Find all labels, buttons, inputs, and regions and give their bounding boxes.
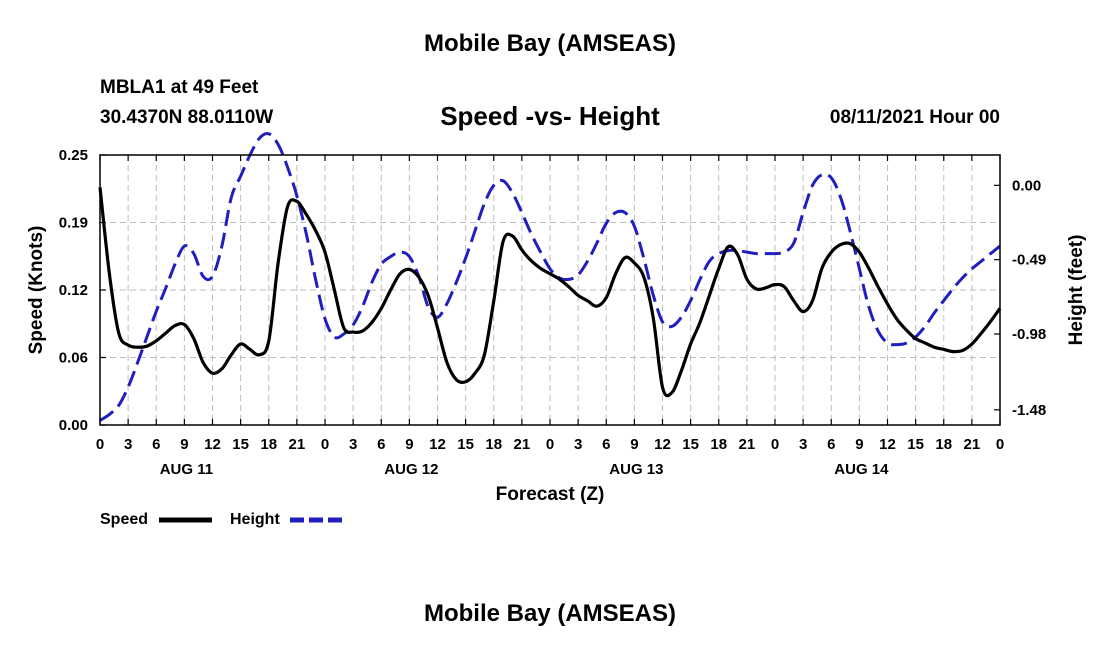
- x-tick-label: 9: [855, 436, 863, 453]
- x-tick-label: 6: [377, 436, 385, 453]
- x-tick-label: 9: [630, 436, 638, 453]
- x-tick-label: 15: [682, 436, 699, 453]
- x-tick-label: 0: [546, 436, 554, 453]
- x-tick-label: 9: [180, 436, 188, 453]
- x-tick-label: 21: [964, 436, 981, 453]
- run-time: 08/11/2021 Hour 00: [829, 107, 1000, 128]
- y-axis-title: Speed (Knots): [26, 226, 47, 355]
- x-tick-label: 12: [429, 436, 446, 453]
- y2-tick-label: -0.98: [1012, 326, 1046, 343]
- date-label: AUG 14: [834, 461, 889, 478]
- y2-axis-title: Height (feet): [1066, 235, 1087, 346]
- x-tick-label: 18: [260, 436, 277, 453]
- chart-top-title: Mobile Bay (AMSEAS): [423, 30, 677, 57]
- x-tick-label: 0: [996, 436, 1004, 453]
- x-tick-label: 3: [574, 436, 582, 453]
- y2-tick-label: -1.48: [1012, 402, 1046, 419]
- y2-tick-label: -0.49: [1012, 252, 1046, 269]
- y-tick-label: 0.25: [59, 147, 88, 164]
- y-tick-label: 0.06: [59, 350, 88, 367]
- x-tick-label: 0: [771, 436, 779, 453]
- x-tick-label: 18: [710, 436, 727, 453]
- x-tick-label: 15: [907, 436, 924, 453]
- x-tick-label: 0: [96, 436, 104, 453]
- date-label: AUG 12: [384, 461, 438, 478]
- x-tick-label: 3: [124, 436, 132, 453]
- x-tick-label: 0: [321, 436, 329, 453]
- station-name: MBLA1 at 49 Feet: [100, 77, 259, 98]
- station-coordinates: 30.4370N 88.0110W: [100, 107, 274, 128]
- legend-label-speed: Speed: [100, 511, 148, 528]
- axes: 0 3 6 9 12 15 18 21 0 3 6 9 12 15 18 21 0 3 6 9 12 15 18 21 0 3 6 9…: [59, 147, 1046, 478]
- x-tick-label: 21: [514, 436, 531, 453]
- speed-height-chart: 0 3 6 9 12 15 18 21 0 3 6 9 12 15 18 21 0 3 6 9 12 15 18 21 0 3 6 9…: [26, 132, 1087, 528]
- y2-tick-label: 0.00: [1012, 177, 1041, 194]
- y-tick-label: 0.19: [59, 215, 88, 232]
- y-tick-label: 0.00: [59, 417, 88, 434]
- legend-label-height: Height: [230, 511, 280, 528]
- x-tick-label: 18: [485, 436, 502, 453]
- date-label: AUG 11: [160, 461, 213, 478]
- x-tick-label: 15: [457, 436, 474, 453]
- x-axis-title: Forecast (Z): [496, 484, 605, 505]
- x-tick-label: 6: [827, 436, 835, 453]
- x-tick-label: 21: [739, 436, 756, 453]
- x-tick-label: 15: [232, 436, 249, 453]
- series-speed-line: [98, 187, 1002, 398]
- x-tick-label: 12: [654, 436, 671, 453]
- x-tick-label: 3: [349, 436, 357, 453]
- x-tick-label: 12: [879, 436, 896, 453]
- x-tick-label: 18: [935, 436, 952, 453]
- date-label: AUG 13: [609, 461, 663, 478]
- x-tick-label: 3: [799, 436, 807, 453]
- x-tick-label: 21: [289, 436, 306, 453]
- x-tick-label: 6: [152, 436, 160, 453]
- x-tick-label: 9: [405, 436, 413, 453]
- grid: [100, 155, 1000, 425]
- x-tick-label: 6: [602, 436, 610, 453]
- x-tick-label: 12: [204, 436, 221, 453]
- legend: Speed Height: [100, 511, 343, 528]
- chart-subtitle: Speed -vs- Height: [440, 101, 660, 131]
- y-tick-label: 0.12: [59, 282, 88, 299]
- chart-bottom-title: Mobile Bay (AMSEAS): [423, 600, 677, 627]
